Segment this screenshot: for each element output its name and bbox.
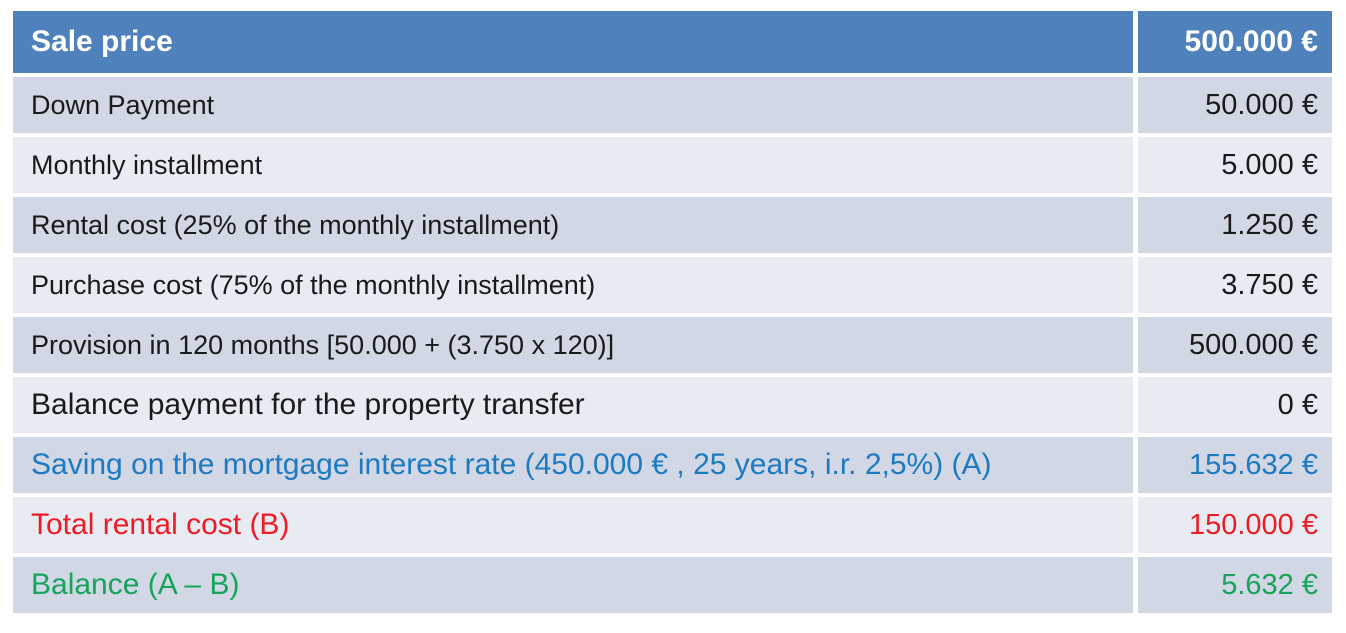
row-value: 500.000 €	[1138, 317, 1332, 373]
row-label: Purchase cost (75% of the monthly instal…	[13, 257, 1133, 313]
table-row: Total rental cost (B) 150.000 €	[13, 497, 1332, 553]
table-row: Saving on the mortgage interest rate (45…	[13, 437, 1332, 493]
row-value: 50.000 €	[1138, 77, 1332, 133]
row-label: Saving on the mortgage interest rate (45…	[13, 437, 1133, 493]
table-row: Balance (A – B) 5.632 €	[13, 557, 1332, 613]
table-row: Balance payment for the property transfe…	[13, 377, 1332, 433]
row-value: 150.000 €	[1138, 497, 1332, 553]
row-label: Down Payment	[13, 77, 1133, 133]
row-label: Balance (A – B)	[13, 557, 1133, 613]
row-value: 1.250 €	[1138, 197, 1332, 253]
rent-to-own-table: Sale price 500.000 € Down Payment 50.000 …	[13, 11, 1332, 613]
table-row: Down Payment 50.000 €	[13, 77, 1332, 133]
row-label: Provision in 120 months [50.000 + (3.750…	[13, 317, 1133, 373]
row-value: 3.750 €	[1138, 257, 1332, 313]
table-row: Purchase cost (75% of the monthly instal…	[13, 257, 1332, 313]
table-header-label: Sale price	[13, 11, 1133, 73]
table-header-row: Sale price 500.000 €	[13, 11, 1332, 73]
row-label: Rental cost (25% of the monthly installm…	[13, 197, 1133, 253]
table-header-value: 500.000 €	[1138, 11, 1332, 73]
row-value: 5.632 €	[1138, 557, 1332, 613]
table-row: Provision in 120 months [50.000 + (3.750…	[13, 317, 1332, 373]
row-label: Balance payment for the property transfe…	[13, 377, 1133, 433]
table-row: Monthly installment 5.000 €	[13, 137, 1332, 193]
row-value: 155.632 €	[1138, 437, 1332, 493]
row-value: 0 €	[1138, 377, 1332, 433]
row-label: Total rental cost (B)	[13, 497, 1133, 553]
row-value: 5.000 €	[1138, 137, 1332, 193]
row-label: Monthly installment	[13, 137, 1133, 193]
table-row: Rental cost (25% of the monthly installm…	[13, 197, 1332, 253]
